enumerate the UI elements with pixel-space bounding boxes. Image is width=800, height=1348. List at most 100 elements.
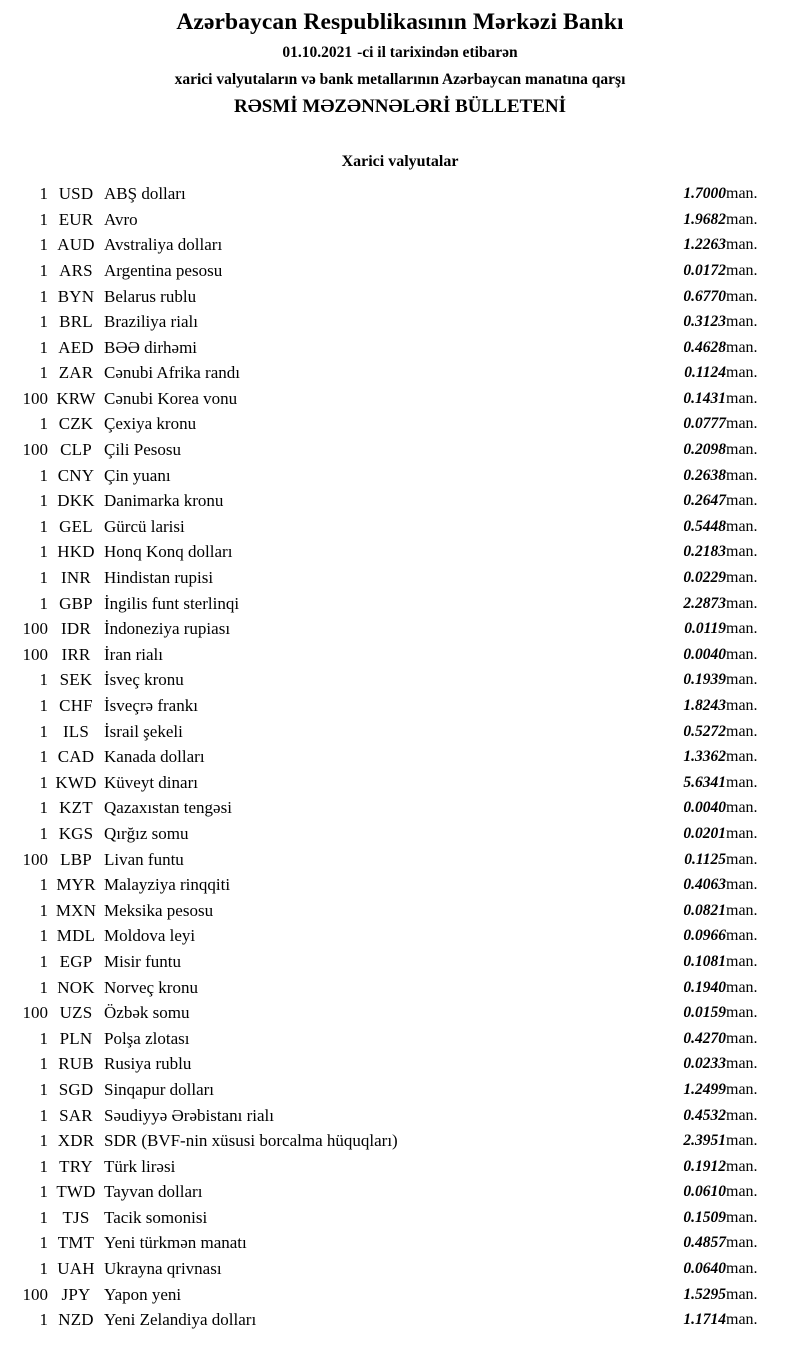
table-row: 1 CNY Çin yuanı 0.2638 man. <box>0 463 800 489</box>
currency-amount: 1 <box>39 721 49 741</box>
currency-amount: 1 <box>39 286 49 306</box>
currency-name: Qazaxıstan tengəsi <box>104 798 232 818</box>
currency-unit: man. <box>726 1311 758 1329</box>
currency-name: Küveyt dinarı <box>104 772 198 792</box>
table-row: 1 SGD Sinqapur dolları 1.2499 man. <box>0 1077 800 1103</box>
table-row: 1 CAD Kanada dolları 1.3362 man. <box>0 744 800 770</box>
currency-code: KWD <box>55 772 97 792</box>
currency-unit: man. <box>726 620 758 638</box>
currency-code: SAR <box>59 1105 93 1125</box>
currency-unit: man. <box>726 415 758 433</box>
currency-amount: 1 <box>39 312 49 332</box>
currency-unit: man. <box>726 517 758 535</box>
currency-unit: man. <box>726 824 758 842</box>
currency-rate: 0.6770 <box>683 287 726 305</box>
table-row: 1 KGS Qırğız somu 0.0201 man. <box>0 821 800 847</box>
table-row: 1 NZD Yeni Zelandiya dolları 1.1714 man. <box>0 1307 800 1333</box>
currency-code: JPY <box>61 1284 91 1304</box>
currency-code: GBP <box>59 593 93 613</box>
currency-unit: man. <box>726 850 758 868</box>
currency-code: SGD <box>58 1079 94 1099</box>
currency-name: Kanada dolları <box>104 747 205 767</box>
effective-date-suffix: -ci il tarixindən etibarən <box>357 44 518 62</box>
currency-code: EUR <box>58 209 94 229</box>
table-row: 100 KRW Cənubi Korea vonu 0.1431 man. <box>0 386 800 412</box>
currency-name: İran rialı <box>104 644 163 664</box>
currency-amount: 1 <box>39 1105 49 1125</box>
table-row: 100 CLP Çili Pesosu 0.2098 man. <box>0 437 800 463</box>
currency-amount: 1 <box>39 1028 49 1048</box>
currency-amount: 100 <box>22 619 49 639</box>
currency-unit: man. <box>726 236 758 254</box>
currency-amount: 100 <box>22 1284 49 1304</box>
currency-name: İndoneziya rupiası <box>104 619 231 639</box>
currency-unit: man. <box>726 697 758 715</box>
currency-code: PLN <box>59 1028 93 1048</box>
table-row: 1 USD ABŞ dolları 1.7000 man. <box>0 181 800 207</box>
currency-rate: 0.0233 <box>683 1055 726 1073</box>
table-row: 1 KZT Qazaxıstan tengəsi 0.0040 man. <box>0 796 800 822</box>
currency-unit: man. <box>726 1106 758 1124</box>
currency-amount: 1 <box>39 1054 49 1074</box>
currency-unit: man. <box>726 1285 758 1303</box>
currency-name: Qırğız somu <box>104 823 189 843</box>
currency-unit: man. <box>726 799 758 817</box>
currency-amount: 1 <box>39 491 49 511</box>
currency-name: Belarus rublu <box>104 286 197 306</box>
currency-rate: 0.0777 <box>683 415 726 433</box>
currency-unit: man. <box>726 1260 758 1278</box>
currency-unit: man. <box>726 185 758 203</box>
currency-rate: 0.4628 <box>683 338 726 356</box>
currency-unit: man. <box>726 645 758 663</box>
currency-rate: 2.3951 <box>683 1132 726 1150</box>
currency-unit: man. <box>726 569 758 587</box>
currency-unit: man. <box>726 287 758 305</box>
currency-unit: man. <box>726 722 758 740</box>
currency-name: Sinqapur dolları <box>104 1079 215 1099</box>
table-row: 1 MXN Meksika pesosu 0.0821 man. <box>0 898 800 924</box>
currency-rate: 1.5295 <box>683 1285 726 1303</box>
currency-name: Livan funtu <box>104 849 184 869</box>
currency-rate: 0.0159 <box>683 1004 726 1022</box>
currency-name: Yapon yeni <box>104 1284 182 1304</box>
currency-amount: 1 <box>39 465 49 485</box>
table-row: 100 IDR İndoneziya rupiası 0.0119 man. <box>0 616 800 642</box>
currency-rate: 0.0610 <box>683 1183 726 1201</box>
currency-code: KZT <box>59 798 93 818</box>
currency-unit: man. <box>726 1029 758 1047</box>
currency-name: Gürcü larisi <box>104 516 185 536</box>
currency-rate: 0.0040 <box>683 799 726 817</box>
currency-rate: 0.1940 <box>683 978 726 996</box>
currency-unit: man. <box>726 1208 758 1226</box>
currency-amount: 1 <box>39 977 49 997</box>
currency-unit: man. <box>726 671 758 689</box>
currency-rate: 1.2499 <box>683 1080 726 1098</box>
currency-amount: 1 <box>39 696 49 716</box>
currency-amount: 1 <box>39 747 49 767</box>
currency-code: KGS <box>58 823 94 843</box>
currency-unit: man. <box>726 1183 758 1201</box>
currency-code: CHF <box>59 696 93 716</box>
currency-unit: man. <box>726 1080 758 1098</box>
currency-name: Danimarka kronu <box>104 491 224 511</box>
currency-unit: man. <box>726 364 758 382</box>
currency-code: DKK <box>57 491 95 511</box>
table-row: 1 MDL Moldova leyi 0.0966 man. <box>0 924 800 950</box>
currency-name: Tayvan dolları <box>104 1182 203 1202</box>
table-row: 1 AED BƏƏ dirhəmi 0.4628 man. <box>0 335 800 361</box>
table-row: 1 KWD Küveyt dinarı 5.6341 man. <box>0 770 800 796</box>
currency-amount: 1 <box>39 951 49 971</box>
currency-code: KRW <box>56 388 96 408</box>
currency-amount: 1 <box>39 363 49 383</box>
currency-rate: 1.1714 <box>683 1311 726 1329</box>
currency-unit: man. <box>726 1055 758 1073</box>
table-row: 1 INR Hindistan rupisi 0.0229 man. <box>0 565 800 591</box>
currency-unit: man. <box>726 748 758 766</box>
currency-name: Çin yuanı <box>104 465 171 485</box>
currency-amount: 1 <box>39 1156 49 1176</box>
currency-unit: man. <box>726 389 758 407</box>
currency-amount: 1 <box>39 260 49 280</box>
currency-rate: 0.0040 <box>683 645 726 663</box>
currency-name: SDR (BVF-nin xüsusi borcalma hüquqları) <box>104 1131 398 1151</box>
currency-amount: 1 <box>39 593 49 613</box>
